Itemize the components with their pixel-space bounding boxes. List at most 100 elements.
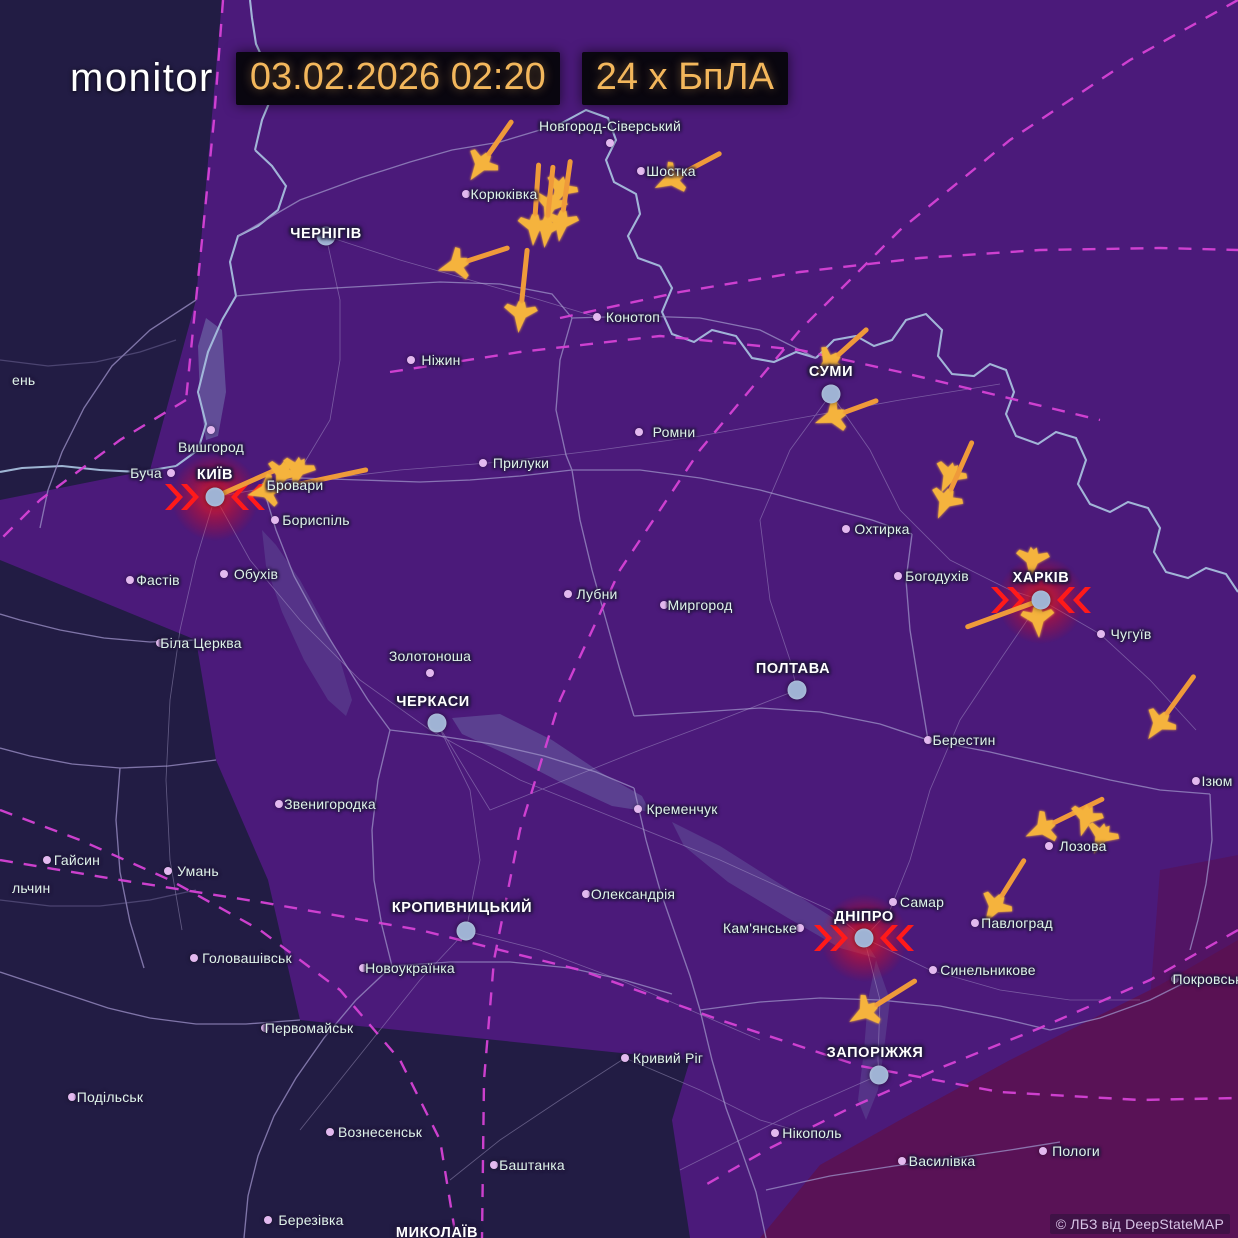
drone-marker[interactable] <box>432 232 512 287</box>
town-dot[interactable] <box>68 1093 76 1101</box>
drone-marker[interactable] <box>1014 545 1051 580</box>
drone-icon <box>534 191 568 224</box>
town-dot[interactable] <box>660 601 668 609</box>
town-dot[interactable] <box>971 919 979 927</box>
town-dot[interactable] <box>1171 975 1179 983</box>
town-dot[interactable] <box>1097 630 1105 638</box>
drone-icon <box>814 346 846 377</box>
drone-marker[interactable] <box>803 317 877 388</box>
drone-marker[interactable] <box>502 247 544 335</box>
town-dot[interactable] <box>593 313 601 321</box>
town-dot[interactable] <box>126 576 134 584</box>
drone-trail <box>1160 674 1196 722</box>
town-dot[interactable] <box>261 1024 269 1032</box>
drone-icon <box>283 456 316 489</box>
town-dot[interactable] <box>894 572 902 580</box>
town-dot[interactable] <box>267 481 275 489</box>
drone-trail <box>830 327 869 362</box>
town-dot[interactable] <box>924 736 932 744</box>
drone-marker[interactable] <box>1020 605 1056 639</box>
town-dot[interactable] <box>634 805 642 813</box>
drone-icon <box>504 300 538 333</box>
town-dot[interactable] <box>43 856 51 864</box>
city-dot[interactable] <box>1031 590 1051 610</box>
town-dot[interactable] <box>637 167 645 175</box>
drone-marker[interactable] <box>1134 667 1207 749</box>
town-dot[interactable] <box>407 356 415 364</box>
drone-trail <box>532 162 542 224</box>
city-dot[interactable] <box>787 680 807 700</box>
town-dot[interactable] <box>479 459 487 467</box>
drone-marker[interactable] <box>840 967 923 1037</box>
town-dot[interactable] <box>1192 777 1200 785</box>
impact-chevron <box>181 484 199 510</box>
town-dot[interactable] <box>264 1216 272 1224</box>
town-dot[interactable] <box>167 469 175 477</box>
drone-trail <box>544 164 556 226</box>
town-dot[interactable] <box>796 924 804 932</box>
city-dot[interactable] <box>316 226 336 246</box>
drone-marker[interactable] <box>647 139 727 203</box>
town-dot[interactable] <box>207 426 215 434</box>
drone-trail <box>867 978 918 1012</box>
drone-marker[interactable] <box>260 456 303 498</box>
city-dot[interactable] <box>427 713 447 733</box>
city-dot[interactable] <box>456 921 476 941</box>
city-dot[interactable] <box>205 487 225 507</box>
town-dot[interactable] <box>359 964 367 972</box>
town-dot[interactable] <box>1039 1147 1047 1155</box>
drone-icon <box>936 461 968 493</box>
town-dot[interactable] <box>771 1129 779 1137</box>
town-dot[interactable] <box>606 139 614 147</box>
city-dot[interactable] <box>821 384 841 404</box>
town-dot[interactable] <box>564 590 572 598</box>
drone-icon <box>814 398 847 431</box>
drone-marker[interactable] <box>926 456 971 500</box>
drone-marker[interactable] <box>809 385 882 439</box>
town-dot[interactable] <box>156 639 164 647</box>
impact-chevron <box>165 484 183 510</box>
town-dot[interactable] <box>621 1054 629 1062</box>
city-dot[interactable] <box>854 928 874 948</box>
town-dot[interactable] <box>929 966 937 974</box>
drone-marker[interactable] <box>922 436 987 526</box>
drone-marker[interactable] <box>529 188 570 228</box>
drone-icon <box>517 213 552 246</box>
impact-chevron <box>896 925 914 951</box>
drone-icon <box>268 460 301 493</box>
town-dot[interactable] <box>889 898 897 906</box>
drone-marker[interactable] <box>277 453 319 493</box>
town-dot[interactable] <box>635 428 643 436</box>
drone-marker[interactable] <box>516 162 556 247</box>
drone-icon <box>1016 546 1050 579</box>
town-dot[interactable] <box>164 867 172 875</box>
town-dot[interactable] <box>275 800 283 808</box>
drone-icon <box>470 149 499 181</box>
town-dot[interactable] <box>326 1128 334 1136</box>
town-dot[interactable] <box>220 570 228 578</box>
drone-marker[interactable] <box>1065 801 1107 841</box>
impact-chevron <box>247 484 265 510</box>
drone-marker[interactable] <box>1078 818 1122 861</box>
town-dot[interactable] <box>490 1161 498 1169</box>
occupied-region-fill <box>760 855 1238 1238</box>
town-dot[interactable] <box>271 516 279 524</box>
town-dot[interactable] <box>426 669 434 677</box>
drone-icon <box>1088 822 1120 854</box>
drone-marker[interactable] <box>971 852 1039 932</box>
town-dot[interactable] <box>462 190 470 198</box>
drone-marker-layer <box>247 112 1207 1037</box>
town-dot[interactable] <box>1045 842 1053 850</box>
town-dot[interactable] <box>190 954 198 962</box>
drone-icon <box>1071 804 1104 837</box>
town-dot[interactable] <box>842 525 850 533</box>
drone-trail <box>269 467 369 493</box>
drone-marker[interactable] <box>456 112 525 190</box>
city-dot[interactable] <box>869 1065 889 1085</box>
town-dot[interactable] <box>898 1157 906 1165</box>
impact-chevron <box>830 925 848 951</box>
town-dot[interactable] <box>582 890 590 898</box>
